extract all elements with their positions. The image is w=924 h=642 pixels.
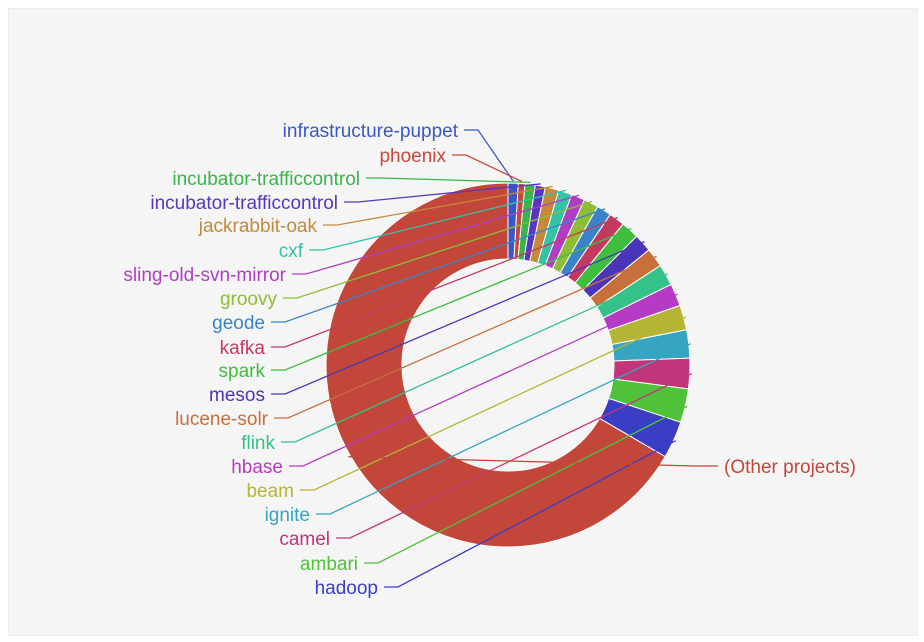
leader-line-flink <box>281 273 669 443</box>
slice-other-projects[interactable] <box>325 182 666 548</box>
label-incubator-trafficcontrol: incubator-trafficcontrol <box>172 169 360 190</box>
label-flink: flink <box>241 433 275 454</box>
leader-line-hbase <box>289 293 679 467</box>
label-sling-old-svn-mirror: sling-old-svn-mirror <box>123 265 286 286</box>
label-hbase: hbase <box>231 457 283 478</box>
labels: infrastructure-puppet phoenix incubator-tr… <box>123 121 856 599</box>
leader-line-sling-old-svn-mirror <box>292 194 580 275</box>
label-ignite: ignite <box>265 505 310 526</box>
leader-lines <box>271 129 718 588</box>
leader-line-beam <box>300 316 686 491</box>
leader-line-ignite <box>316 343 692 515</box>
leader-line-incubator-trafficcontrol <box>344 183 541 203</box>
label-other-projects: (Other projects) <box>724 457 856 478</box>
label-geode: geode <box>212 313 265 334</box>
leader-line-lucene-solr <box>274 255 657 419</box>
leader-line-spark <box>271 227 632 371</box>
label-beam: beam <box>246 481 294 502</box>
leader-line-jackrabbit-oak <box>323 185 553 226</box>
label-phoenix: phoenix <box>379 146 446 167</box>
label-hadoop: hadoop <box>315 578 378 599</box>
label-spark: spark <box>219 361 266 382</box>
label-mesos: mesos <box>209 385 265 406</box>
slices <box>325 182 691 548</box>
leader-line-geode <box>271 208 606 323</box>
leader-line-groovy <box>283 200 593 299</box>
label-camel: camel <box>279 529 330 550</box>
label-lucene-solr: lucene-solr <box>175 409 269 430</box>
leader-line-ambari <box>364 405 688 564</box>
label-cxf: cxf <box>279 241 304 262</box>
leader-line-cxf <box>309 189 567 251</box>
leader-line-incubator-trafficcontrol <box>366 177 531 184</box>
label-ambari: ambari <box>300 554 358 575</box>
leader-line-camel <box>336 373 693 539</box>
leader-line-kafka <box>271 216 619 348</box>
leader-line-hadoop <box>384 440 677 588</box>
label-infrastructure-puppet: infrastructure-puppet <box>283 121 459 142</box>
leader-line-other-projects <box>348 456 718 467</box>
leader-line-infrastructure-puppet <box>464 129 514 182</box>
leader-line-mesos <box>271 240 645 395</box>
label-jackrabbit-oak: jackrabbit-oak <box>198 216 318 237</box>
leader-line-phoenix <box>452 154 523 183</box>
label-incubator-trafficcontrol: incubator-trafficcontrol <box>150 193 338 214</box>
label-groovy: groovy <box>220 289 278 310</box>
label-kafka: kafka <box>220 338 266 359</box>
